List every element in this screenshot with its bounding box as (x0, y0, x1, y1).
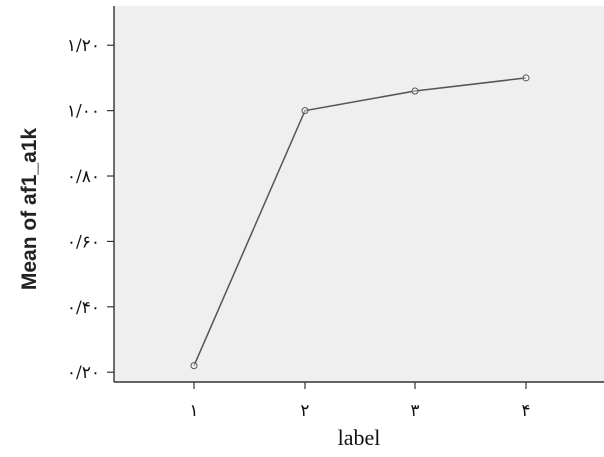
x-axis-title: label (338, 425, 381, 450)
x-tick-label: ۱ (189, 401, 198, 421)
plot-area (114, 6, 604, 382)
data-point (301, 107, 309, 115)
y-tick-label: ۱/۲۰ (67, 36, 100, 56)
y-tick-label: ۱/۰۰ (67, 102, 100, 122)
y-axis-ticks: ۰/۲۰ ۰/۴۰ ۰/۶۰ ۰/۸۰ ۱/۰۰ ۱/۲۰ (67, 36, 114, 383)
y-axis-title: Mean of af1_a1k (18, 128, 41, 291)
x-axis-ticks: ۱ ۲ ۳ ۴ (189, 382, 531, 421)
data-point (190, 362, 198, 370)
x-tick-label: ۳ (410, 401, 419, 421)
y-tick-label: ۰/۸۰ (67, 167, 100, 187)
y-tick-label: ۰/۲۰ (67, 363, 100, 383)
data-point (411, 87, 419, 95)
x-tick-label: ۴ (521, 401, 530, 421)
y-tick-label: ۰/۴۰ (67, 298, 100, 318)
y-tick-label: ۰/۶۰ (67, 232, 100, 252)
data-series (190, 74, 530, 370)
series-line (193, 77, 527, 366)
x-tick-label: ۲ (300, 401, 309, 421)
data-point (522, 74, 530, 82)
